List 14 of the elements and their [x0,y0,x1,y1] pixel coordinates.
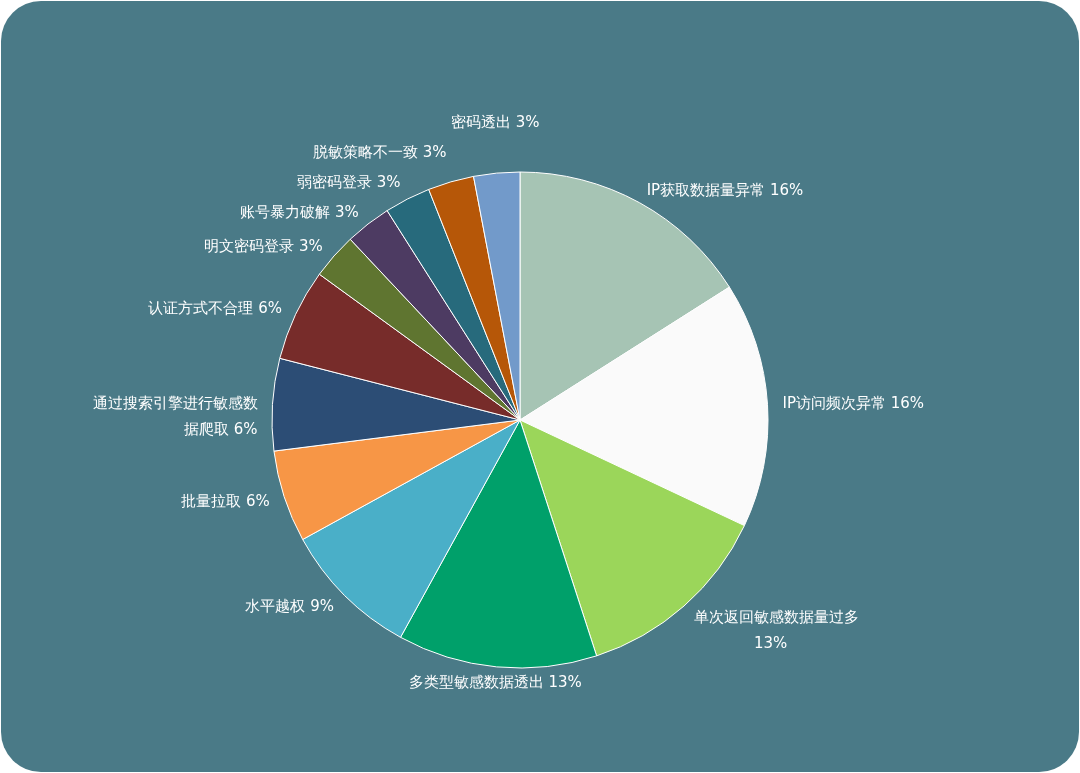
slice-label: 通过搜索引擎进行敏感数据爬取 6% [92,393,258,438]
slice-label: 密码透出 3% [450,112,540,131]
slice-label: 弱密码登录 3% [297,172,401,191]
slice-label: 多类型敏感数据透出 13% [408,672,582,691]
slice-label: 单次返回敏感数据量过多 [693,607,859,626]
slice-label: 明文密码登录 3% [204,236,323,255]
slice-label: 批量拉取 6% [181,491,270,510]
slice-label: 脱敏策略不一致 3% [313,142,447,161]
slice-label: IP获取数据量异常 16% [646,180,804,199]
slice-label: 水平越权 9% [245,596,335,615]
slice-label: IP访问频次异常 16% [782,393,925,412]
slice-label: 认证方式不合理 6% [148,298,283,317]
slice-label: 账号暴力破解 3% [240,202,359,221]
data-label: 13% [753,633,788,652]
